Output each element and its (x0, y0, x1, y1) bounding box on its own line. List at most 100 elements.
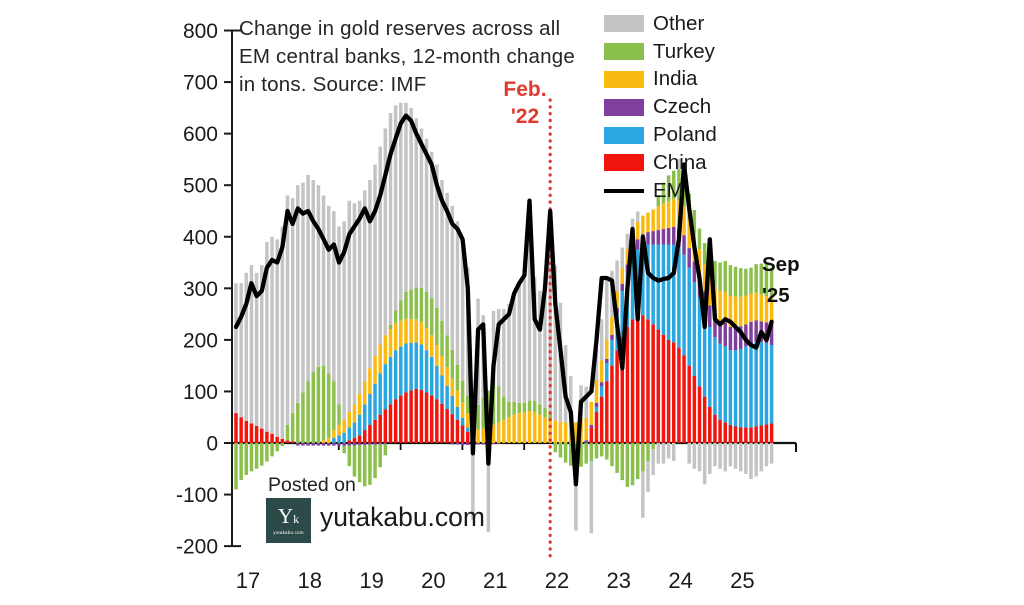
bar-segment-poland (759, 341, 764, 426)
bar-segment-other (234, 283, 238, 414)
bar-segment-china (244, 420, 249, 443)
bar-segment-india (429, 335, 434, 357)
bar-segment-china (404, 392, 408, 443)
bar-segment-turkey (738, 268, 743, 297)
bar-segment-turkey (234, 443, 238, 490)
bar-segment-turkey (594, 443, 599, 459)
bar-segment-other (424, 138, 429, 292)
sep-25-annotation: Sep '25 (762, 250, 800, 312)
bar-segment-turkey (769, 267, 774, 299)
bar-segment-turkey (744, 268, 748, 296)
bar-segment-india (651, 209, 655, 232)
bar-segment-china (424, 392, 429, 443)
bar-segment-other (769, 443, 774, 464)
bar-segment-poland (630, 259, 635, 320)
bar-segment-india (764, 296, 769, 323)
bar-segment-czech (316, 443, 321, 446)
legend-label: Other (653, 11, 705, 35)
bar-segment-other (254, 272, 259, 426)
bar-segment-other (723, 443, 727, 472)
bar-segment-turkey (630, 443, 635, 486)
bar-segment-china (625, 326, 630, 443)
em-total-line (233, 113, 774, 487)
bar-segment-india (502, 419, 506, 443)
bar-segment-czech (692, 261, 697, 283)
bar-segment-other (239, 283, 243, 418)
bar-segment-india (769, 298, 774, 325)
bar-segment-other (754, 443, 758, 477)
legend-label: Czech (653, 95, 712, 119)
bar-segment-poland (661, 244, 666, 335)
bar-segment-turkey (481, 397, 485, 429)
bar-segment-turkey (522, 402, 527, 413)
bar-segment-turkey (589, 443, 594, 462)
legend-label: India (653, 67, 698, 91)
bar-segment-czech (713, 314, 717, 338)
bar-segment-other (718, 443, 722, 469)
bar-segment-turkey (749, 267, 753, 294)
bar-segment-india (594, 380, 599, 403)
bar-segment-china (352, 437, 357, 443)
bar-segment-turkey (538, 404, 542, 415)
bar-segment-poland (646, 244, 650, 320)
y-tick-label: 500 (183, 175, 218, 198)
chart-title: Change in gold reserves across all EM ce… (239, 17, 575, 96)
bar-segment-india (635, 221, 640, 240)
bar-segment-india (620, 268, 624, 284)
bar-segment-other (708, 443, 712, 474)
bar-segment-turkey (301, 392, 305, 443)
bar-segment-china (687, 365, 691, 443)
bar-segment-china (599, 396, 604, 443)
bar-segment-poland (450, 396, 455, 415)
bar-segment-czech (718, 320, 722, 344)
bar-segment-india (682, 206, 686, 236)
bar-segment-turkey (368, 444, 372, 485)
legend-label: Turkey (653, 39, 715, 63)
bar-segment-turkey (321, 365, 326, 441)
bar-segment-turkey (579, 443, 583, 467)
sep-25-annotation-line2: '25 (762, 283, 790, 307)
bar-segment-china (744, 427, 748, 443)
y-tick-label: 400 (183, 226, 218, 249)
bar-segment-india (687, 219, 691, 249)
bar-segment-india (383, 335, 388, 365)
bar-segment-india (363, 381, 367, 405)
bar-segment-china (605, 381, 609, 443)
bar-segment-china (666, 339, 671, 443)
bar-segment-other (368, 180, 372, 369)
bar-segment-poland (424, 350, 429, 393)
logo-caption: yutakabu.com (273, 530, 304, 535)
bar-segment-turkey (543, 407, 547, 418)
bar-segment-czech (342, 443, 346, 446)
bar-segment-other (363, 190, 367, 382)
bar-segment-czech (733, 327, 738, 351)
bar-segment-china (615, 350, 619, 443)
bar-segment-poland (718, 343, 722, 420)
bar-segment-czech (337, 443, 341, 446)
bar-segment-poland (363, 404, 367, 431)
x-tick-label: 22 (545, 568, 569, 593)
bar-segment-china (280, 438, 285, 443)
bar-segment-turkey (646, 443, 650, 462)
bar-segment-other (538, 290, 542, 405)
bar-segment-czech (754, 320, 758, 342)
bar-segment-other (326, 205, 331, 374)
bar-segment-turkey (363, 445, 367, 487)
bar-segment-czech (476, 443, 480, 445)
bar-segment-czech (373, 443, 377, 445)
bar-segment-turkey (605, 443, 609, 460)
bar-segment-india (605, 339, 609, 359)
bar-segment-china (713, 414, 717, 443)
sep-25-annotation-line1: Sep (762, 253, 800, 276)
bar-segment-czech (635, 239, 640, 250)
bar-segment-czech (605, 358, 609, 364)
bar-segment-poland (332, 437, 336, 443)
bar-segment-china (738, 427, 743, 443)
bar-segment-china (275, 436, 279, 443)
bar-segment-india (759, 294, 764, 322)
bar-segment-poland (651, 244, 655, 325)
bar-segment-czech (682, 235, 686, 255)
bar-segment-poland (419, 344, 424, 390)
bar-segment-poland (744, 346, 748, 428)
